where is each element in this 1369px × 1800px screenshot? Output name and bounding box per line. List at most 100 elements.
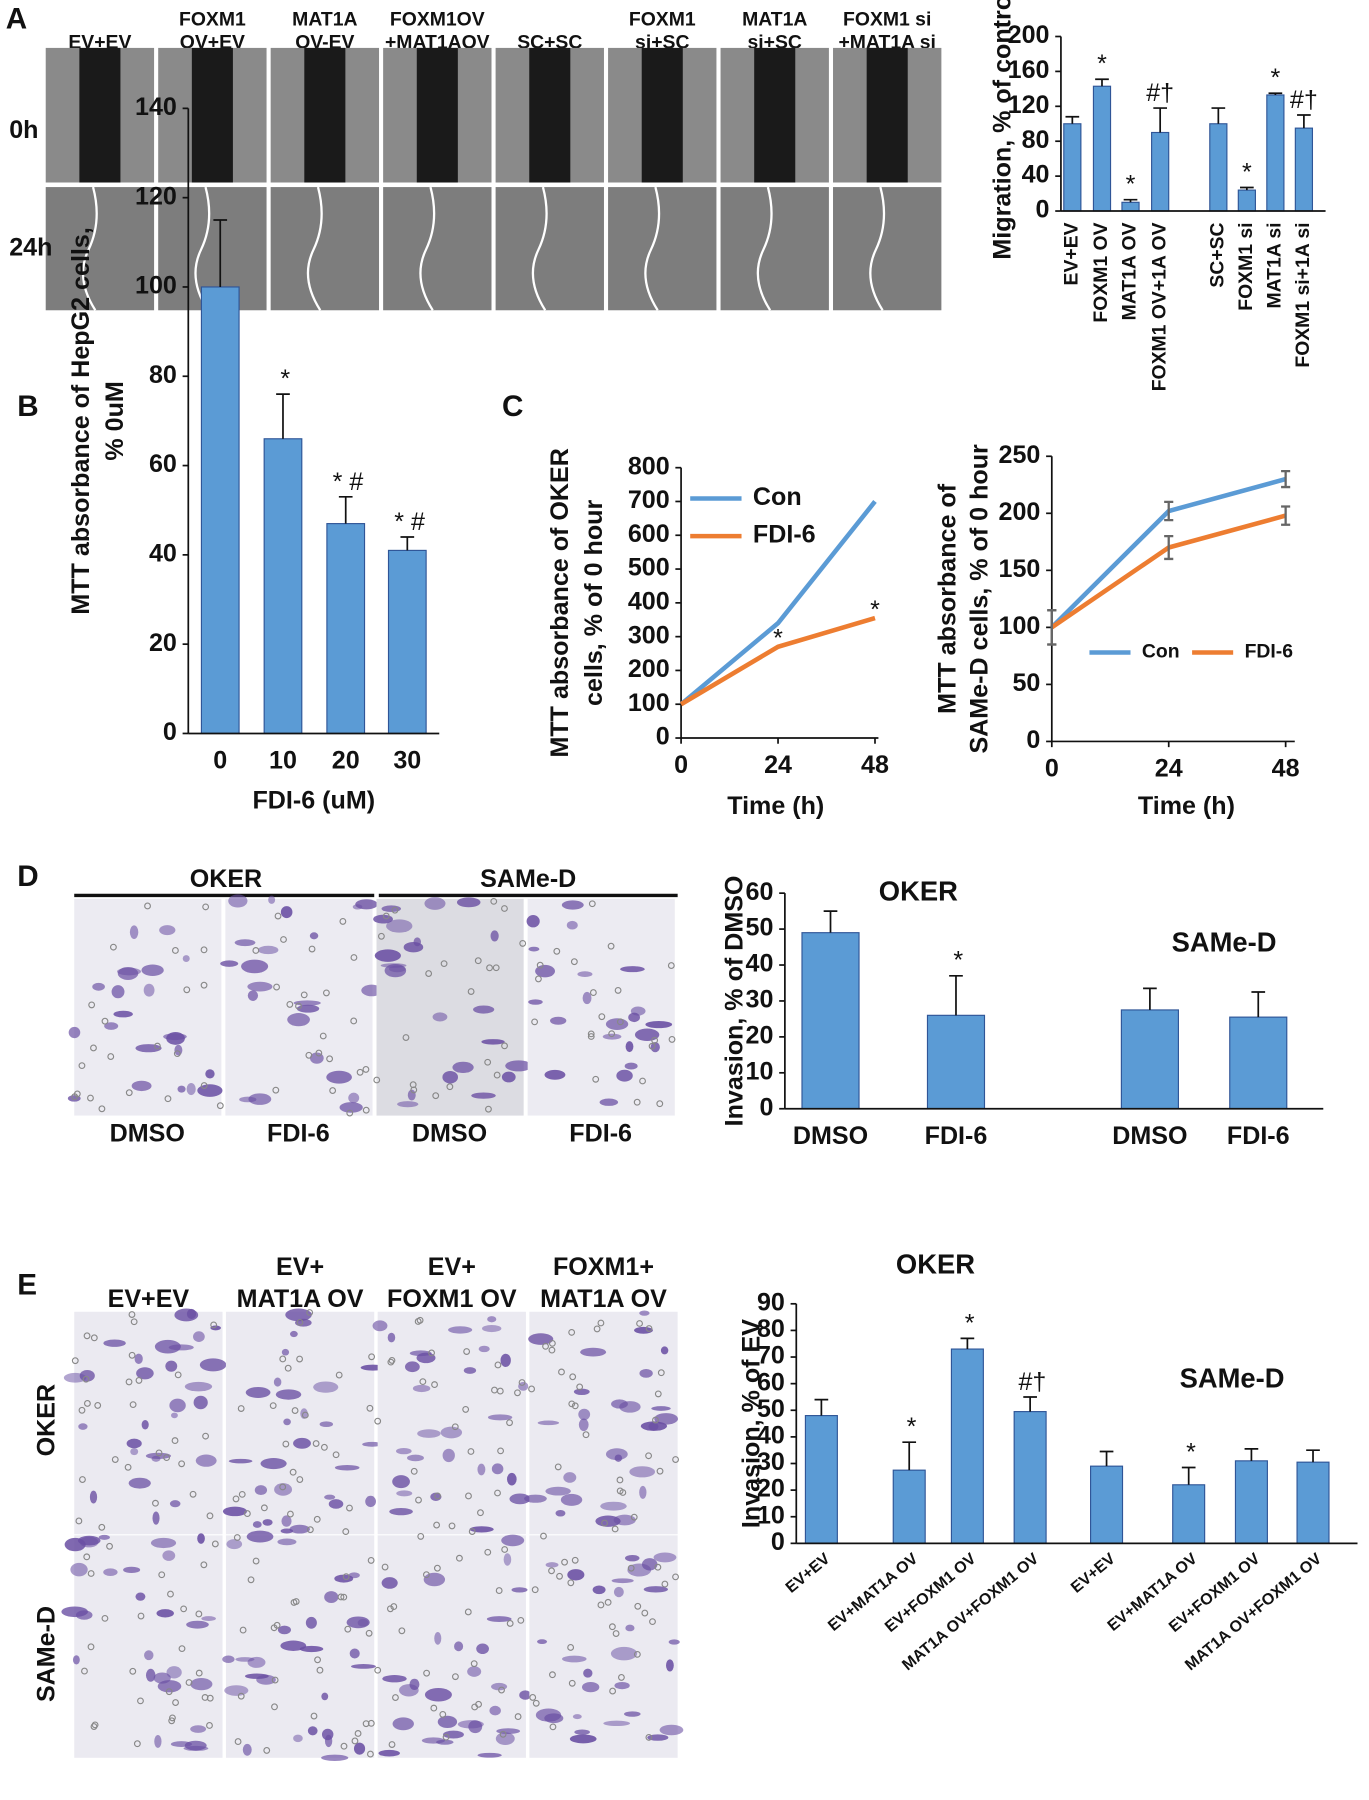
cell: [111, 985, 125, 999]
y-tick-label: 0: [1036, 196, 1050, 224]
cell: [574, 1729, 590, 1735]
bar: [1063, 123, 1082, 212]
pore: [423, 1669, 431, 1677]
pore: [82, 1375, 90, 1383]
cell: [629, 1466, 656, 1478]
pore: [391, 906, 399, 914]
cell: [481, 1039, 505, 1045]
cell: [123, 1566, 141, 1573]
pore: [316, 1666, 324, 1674]
cell: [63, 1372, 87, 1383]
cell: [582, 991, 592, 1005]
bar: [892, 1469, 926, 1544]
wound-edge: [756, 186, 773, 311]
pore: [494, 1361, 502, 1369]
cell: [503, 1553, 512, 1566]
pore: [144, 902, 151, 910]
column-header: MAT1A: [742, 9, 807, 31]
cell: [92, 982, 105, 991]
pore: [200, 1082, 208, 1089]
cell: [643, 1586, 668, 1593]
error-bar: [823, 910, 838, 933]
cell: [526, 915, 540, 928]
pore: [319, 1032, 327, 1040]
error-bar: [338, 495, 353, 524]
pore: [519, 939, 527, 947]
cell: [339, 1102, 363, 1113]
pore: [167, 1590, 174, 1598]
bar: [801, 932, 860, 1110]
pore: [291, 1407, 299, 1414]
cell: [154, 1734, 162, 1748]
cell: [613, 1586, 624, 1598]
pore: [87, 1570, 95, 1577]
cell: [197, 1084, 223, 1097]
cell: [319, 1421, 334, 1428]
pore: [90, 1334, 98, 1342]
y-axis-label: Invasion, % of DMSO: [720, 876, 748, 1127]
y-tick-label: 50: [1012, 669, 1040, 697]
pore: [87, 1094, 94, 1102]
cell: [326, 1070, 352, 1084]
pore: [202, 1432, 210, 1440]
cell: [505, 1060, 532, 1072]
pore: [433, 1564, 441, 1572]
pore: [279, 1483, 287, 1491]
y-axis-label: Invasion, % of EV: [738, 1319, 766, 1528]
cell: [252, 1521, 262, 1528]
pore: [168, 1717, 176, 1725]
pore: [439, 1711, 447, 1718]
pore: [607, 942, 615, 950]
y-tick-label: 0: [163, 718, 177, 746]
cell: [281, 1515, 292, 1527]
cell: [349, 1648, 360, 1659]
cell: [78, 1423, 88, 1430]
pore: [308, 945, 316, 953]
pore: [442, 1733, 450, 1741]
pore: [593, 1325, 601, 1333]
pore: [462, 1405, 470, 1413]
pore: [402, 1034, 410, 1041]
cell: [280, 1640, 307, 1651]
pore: [616, 1487, 624, 1495]
y-tick-label: 30: [746, 986, 774, 1014]
pore: [171, 947, 179, 954]
chart-title: OKER: [879, 875, 958, 906]
cell: [628, 1012, 640, 1023]
error-bar: [276, 393, 290, 439]
pore: [163, 1454, 171, 1462]
pore: [129, 1667, 137, 1675]
y-tick-label: 700: [628, 486, 670, 514]
chart-title: SAMe-D: [1172, 927, 1277, 958]
cell: [248, 1093, 272, 1105]
pore: [314, 1656, 321, 1664]
cell: [561, 900, 584, 910]
pore: [332, 1451, 340, 1459]
pore: [269, 1402, 277, 1410]
pore: [529, 1694, 537, 1701]
pore: [178, 1460, 186, 1468]
cell: [254, 1485, 268, 1496]
y-tick-label: 70: [757, 1342, 785, 1370]
y-tick-label: 90: [757, 1288, 785, 1316]
column-header: EV+EV: [108, 1285, 190, 1313]
cell: [348, 1092, 360, 1104]
pore: [465, 1492, 472, 1500]
column-header: MAT1A: [292, 9, 357, 31]
cell: [404, 1361, 420, 1373]
cell: [324, 1734, 333, 1748]
invasion-image: [225, 1311, 375, 1535]
cell: [246, 1530, 274, 1543]
pore: [315, 1049, 323, 1057]
pore: [446, 1083, 454, 1091]
cell: [348, 1572, 360, 1579]
pore: [634, 1602, 642, 1610]
cell: [639, 1485, 647, 1499]
x-tick-label: FOXM1 OV: [1090, 222, 1112, 322]
column-header: MAT1A OV: [540, 1285, 667, 1313]
pore: [569, 1373, 577, 1381]
pore: [301, 1411, 309, 1419]
cell: [660, 1346, 669, 1355]
cell: [287, 1013, 310, 1027]
pore: [431, 1381, 438, 1389]
